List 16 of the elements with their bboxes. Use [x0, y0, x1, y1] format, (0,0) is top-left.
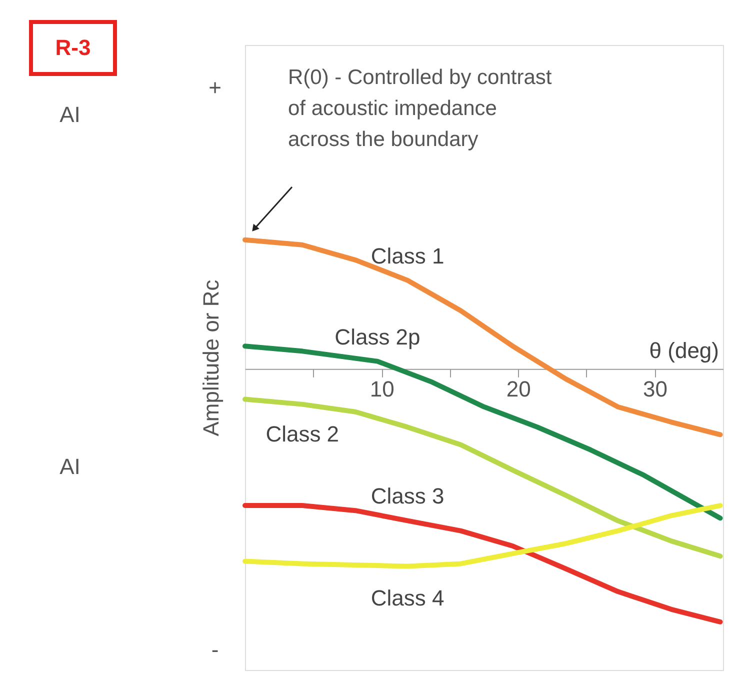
series-label: Class 2 — [266, 421, 340, 446]
y-axis-title: Amplitude or Rc — [198, 280, 224, 436]
text: - — [211, 637, 219, 662]
series-label: Class 2p — [334, 324, 420, 350]
x-tick-label: 20 — [506, 376, 531, 402]
x-tick-label: 30 — [642, 376, 668, 402]
x-tick-label: 10 — [370, 376, 394, 402]
text: R(0) - Controlled by contrast of acoustic impedance across the boundary — [288, 66, 552, 151]
text: + — [208, 75, 222, 100]
series-label: Class 4 — [370, 585, 444, 610]
text: R-3 — [55, 35, 91, 60]
text: AI — [60, 454, 80, 479]
series-label: Class 1 — [370, 243, 444, 268]
text: AI — [60, 102, 80, 127]
x-axis-title: θ (deg) — [649, 338, 719, 363]
series-label: Class 3 — [370, 484, 444, 509]
